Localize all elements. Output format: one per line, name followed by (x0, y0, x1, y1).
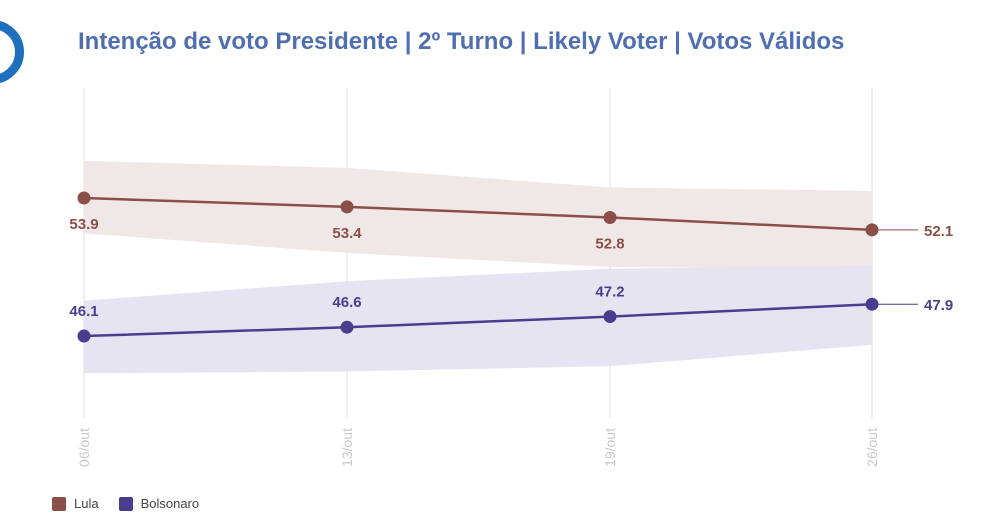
point-bolsonaro-2 (603, 310, 617, 324)
point-lula-2 (603, 210, 617, 224)
data-label-lula-2: 52.8 (595, 235, 624, 252)
data-label-bolsonaro-0: 46.1 (69, 303, 98, 320)
series-line-lula (83, 196, 873, 232)
legend-swatch-bolsonaro (118, 496, 133, 511)
legend-item-lula: Lula (52, 496, 99, 511)
chart-title: Intenção de voto Presidente | 2º Turno |… (78, 28, 845, 55)
x-tick-label-1: 13/out (339, 428, 355, 467)
x-tick-label-3: 26/out (864, 428, 880, 467)
legend-label-bolsonaro: Bolsonaro (140, 496, 200, 511)
legend-item-bolsonaro: Bolsonaro (118, 496, 200, 511)
x-tick-label-2: 19/out (602, 428, 618, 467)
series-line-bolsonaro (83, 302, 873, 338)
legend-swatch-lula (52, 496, 66, 511)
point-lula-0 (77, 191, 91, 205)
point-bolsonaro-1 (340, 320, 354, 334)
data-label-bolsonaro-3: 47.9 (924, 297, 953, 314)
band-bolsonaro (84, 265, 872, 374)
legend: Lula Bolsonaro (52, 496, 199, 511)
point-lula-1 (340, 200, 354, 214)
data-label-bolsonaro-2: 47.2 (595, 284, 624, 301)
data-label-lula-3: 52.1 (924, 223, 953, 240)
data-label-lula-0: 53.9 (69, 216, 98, 233)
band-lula (84, 160, 872, 269)
point-bolsonaro-3 (865, 297, 879, 311)
data-label-bolsonaro-1: 46.6 (332, 294, 361, 311)
x-tick-label-0: 06/out (76, 428, 92, 467)
point-lula-3 (865, 223, 879, 237)
point-bolsonaro-0 (77, 329, 91, 343)
legend-label-lula: Lula (74, 496, 99, 511)
data-label-lula-1: 53.4 (332, 225, 362, 242)
